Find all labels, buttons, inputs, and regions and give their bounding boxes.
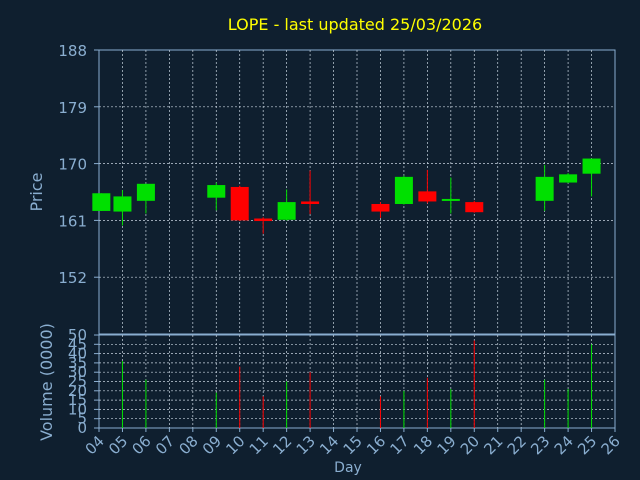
candle-body: [371, 203, 390, 212]
candle-body: [92, 193, 111, 211]
candle: [371, 202, 390, 218]
candle: [207, 182, 226, 211]
candle-body: [441, 198, 460, 201]
candle: [582, 158, 601, 197]
x-tick-label: 18: [410, 432, 436, 458]
candle-body: [394, 176, 413, 204]
candle-body: [535, 176, 554, 201]
candle: [136, 183, 155, 214]
candle: [394, 175, 413, 205]
volume-axis-label: Volume (0000): [37, 323, 56, 441]
x-tick-label: 22: [504, 432, 530, 458]
candle: [113, 190, 132, 226]
x-tick-label: 20: [457, 432, 483, 458]
x-tick-label: 25: [574, 432, 600, 458]
price-axis-label: Price: [27, 172, 46, 211]
x-tick-label: 17: [387, 432, 413, 458]
volume-y-tick-label: 10: [68, 400, 87, 418]
candle-body: [254, 218, 273, 222]
x-tick-label: 08: [175, 432, 201, 458]
volume-y-tick-label: 15: [68, 391, 87, 409]
x-tick-label: 19: [433, 432, 459, 458]
candle: [92, 193, 111, 211]
x-tick-label: 21: [480, 432, 506, 458]
price-y-tick-label: 179: [58, 99, 87, 117]
price-y-tick-label: 170: [58, 156, 87, 174]
volume-y-tick-label: 30: [68, 363, 87, 381]
candle: [301, 170, 320, 215]
x-tick-label: 24: [551, 432, 577, 458]
x-tick-label: 26: [598, 432, 624, 458]
candle: [277, 189, 296, 221]
candle: [559, 173, 578, 184]
candle-body: [207, 185, 226, 198]
candle: [441, 177, 460, 214]
volume-y-tick-label: 5: [77, 410, 87, 428]
price-y-tick-label: 152: [58, 269, 87, 287]
candle-body: [301, 201, 320, 204]
volume-y-tick-label: 35: [68, 354, 87, 372]
x-tick-label: 16: [363, 432, 389, 458]
candle: [230, 185, 249, 222]
price-y-tick-label: 188: [58, 42, 87, 60]
candle-body: [277, 202, 296, 220]
volume-y-tick-label: 0: [77, 419, 87, 437]
x-tick-label: 13: [293, 432, 319, 458]
candle: [418, 169, 437, 204]
x-tick-label: 23: [527, 432, 553, 458]
volume-y-tick-label: 45: [68, 335, 87, 353]
price-y-tick-label: 161: [58, 212, 87, 230]
candle: [465, 200, 484, 213]
x-tick-label: 14: [316, 432, 342, 458]
volume-grid: [99, 335, 615, 428]
x-tick-label: 09: [199, 432, 225, 458]
x-tick-label: 12: [269, 432, 295, 458]
candle-body: [582, 158, 601, 174]
candle-body: [136, 183, 155, 201]
candle: [254, 217, 273, 234]
candle-body: [465, 202, 484, 213]
chart-title: LOPE - last updated 25/03/2026: [228, 15, 482, 34]
x-tick-label: 11: [246, 432, 272, 458]
volume-y-tick-label: 40: [68, 345, 87, 363]
x-tick-label: 06: [129, 432, 155, 458]
x-axis-ticks: 0405060708091011121314151617181920212223…: [82, 428, 624, 458]
x-axis-label: Day: [334, 460, 362, 476]
price-panel: 188 179 170 161 152: [58, 42, 616, 335]
candle: [535, 164, 554, 211]
volume-y-tick-label: 25: [68, 373, 87, 391]
volume-y-tick-label: 20: [68, 382, 87, 400]
x-tick-label: 05: [105, 432, 131, 458]
candle-body: [559, 174, 578, 183]
x-tick-label: 15: [340, 432, 366, 458]
candle-body: [418, 191, 437, 202]
x-tick-label: 07: [152, 432, 178, 458]
volume-y-tick-label: 50: [68, 326, 87, 344]
candle-body: [113, 196, 132, 212]
x-tick-label: 10: [222, 432, 248, 458]
candle-body: [230, 186, 249, 221]
